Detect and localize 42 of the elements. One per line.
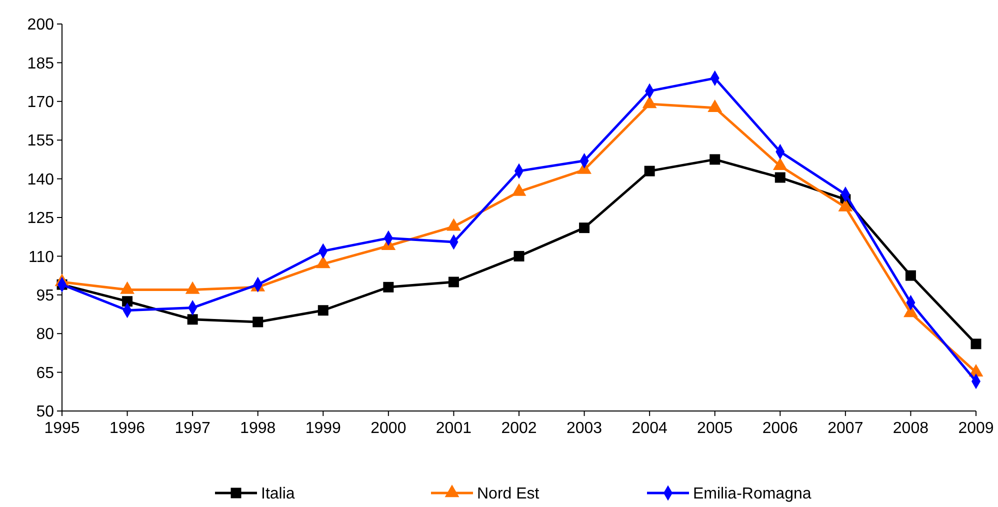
- x-tick-label: 1995: [44, 420, 80, 437]
- legend-label: Italia: [261, 486, 295, 503]
- point: [252, 316, 264, 328]
- point: [579, 222, 590, 234]
- point: [318, 305, 328, 316]
- point: [187, 314, 198, 325]
- x-tick-label: 1997: [174, 420, 210, 437]
- y-tick-label: 200: [27, 16, 54, 34]
- x-tick-label: 2003: [566, 420, 602, 437]
- x-tick-label: 2007: [828, 420, 864, 437]
- x-tick-label: 2006: [762, 420, 798, 437]
- x-tick-label: 1998: [240, 420, 276, 437]
- x-tick-label: 2005: [697, 420, 733, 437]
- x-tick-label: 2001: [436, 420, 472, 437]
- y-tick-label: 95: [36, 288, 54, 304]
- y-tick-label: 110: [28, 248, 54, 266]
- y-tick-label: 80: [36, 326, 54, 344]
- point: [774, 172, 786, 183]
- x-tick-label: 2008: [892, 420, 929, 437]
- point: [644, 166, 655, 176]
- point: [514, 250, 524, 262]
- point: [710, 154, 720, 165]
- x-tick-label: 2000: [370, 420, 406, 437]
- x-tick-label: 1999: [305, 420, 342, 437]
- point: [122, 296, 133, 307]
- legend-label: Emilia-Romagna: [693, 486, 812, 503]
- x-tick-label: 2009: [958, 420, 994, 437]
- point: [970, 338, 982, 350]
- y-tick-label: 155: [27, 132, 54, 150]
- y-tick-label: 170: [27, 94, 54, 111]
- y-tick-label: 185: [27, 55, 54, 72]
- legend-label: Nord Est: [477, 486, 540, 503]
- y-tick-label: 140: [27, 171, 54, 188]
- point: [905, 270, 916, 281]
- x-tick-label: 1996: [109, 420, 146, 437]
- point: [448, 276, 459, 288]
- x-tick-label: 2004: [632, 420, 668, 437]
- y-tick-label: 50: [36, 404, 54, 421]
- y-tick-label: 65: [36, 364, 54, 382]
- point: [383, 282, 394, 292]
- y-tick-label: 125: [27, 210, 54, 228]
- x-tick-label: 2002: [501, 420, 537, 437]
